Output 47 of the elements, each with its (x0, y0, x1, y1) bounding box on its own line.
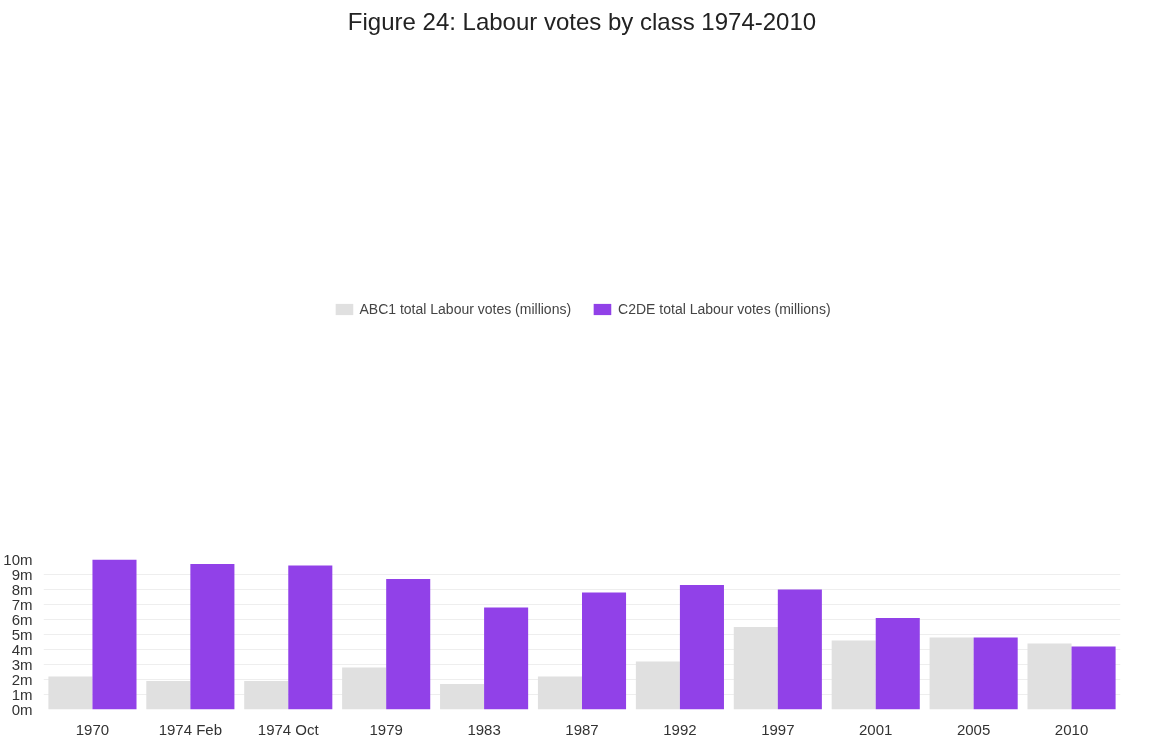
y-tick-label: 8m (11, 581, 33, 598)
x-tick-label: 1987 (565, 720, 599, 738)
bar (582, 592, 627, 710)
y-tick-label: 2m (11, 671, 33, 688)
x-tick-label: 1970 (75, 720, 110, 738)
y-tick-label: 10m (3, 551, 33, 568)
x-tick-label: 1979 (369, 720, 403, 738)
y-tick-label: 3m (11, 656, 33, 673)
x-tick-label: 1974 Oct (257, 720, 320, 738)
bar (1071, 646, 1116, 710)
x-tick-label: 2010 (1054, 720, 1089, 738)
x-tick-label: 2001 (859, 720, 893, 738)
bar (484, 607, 529, 710)
bar (733, 627, 778, 710)
bar (386, 579, 431, 710)
x-tick-label: 1974 Feb (158, 720, 223, 738)
bar (146, 681, 191, 710)
bar (973, 637, 1018, 710)
y-tick-label: 7m (11, 596, 33, 613)
y-tick-label: 5m (11, 626, 33, 643)
bar (831, 640, 876, 710)
chart-title: Figure 24: Labour votes by class 1974-2010 (347, 7, 817, 35)
x-tick-label: 1992 (663, 720, 697, 738)
bar (679, 585, 724, 710)
bar (929, 637, 974, 710)
bar (875, 618, 920, 710)
y-tick-label: 6m (11, 611, 33, 628)
x-tick-label: 1997 (761, 720, 795, 738)
bar (92, 559, 137, 710)
bar (190, 564, 235, 710)
bar (1027, 643, 1072, 710)
y-tick-label: 4m (11, 641, 33, 658)
bar (777, 589, 822, 710)
bar (288, 565, 333, 710)
bar (537, 676, 582, 710)
bar (440, 684, 485, 710)
bar (48, 676, 93, 710)
y-tick-label: 1m (11, 686, 33, 703)
legend-label: ABC1 total Labour votes (millions) (359, 301, 572, 317)
y-tick-label: 0m (11, 701, 33, 718)
bar (244, 681, 289, 710)
legend-label: C2DE total Labour votes (millions) (618, 301, 831, 317)
bar (635, 661, 680, 710)
x-tick-label: 2005 (956, 720, 991, 738)
y-tick-label: 9m (11, 566, 33, 583)
x-tick-label: 1983 (467, 720, 501, 738)
bar (342, 667, 387, 710)
